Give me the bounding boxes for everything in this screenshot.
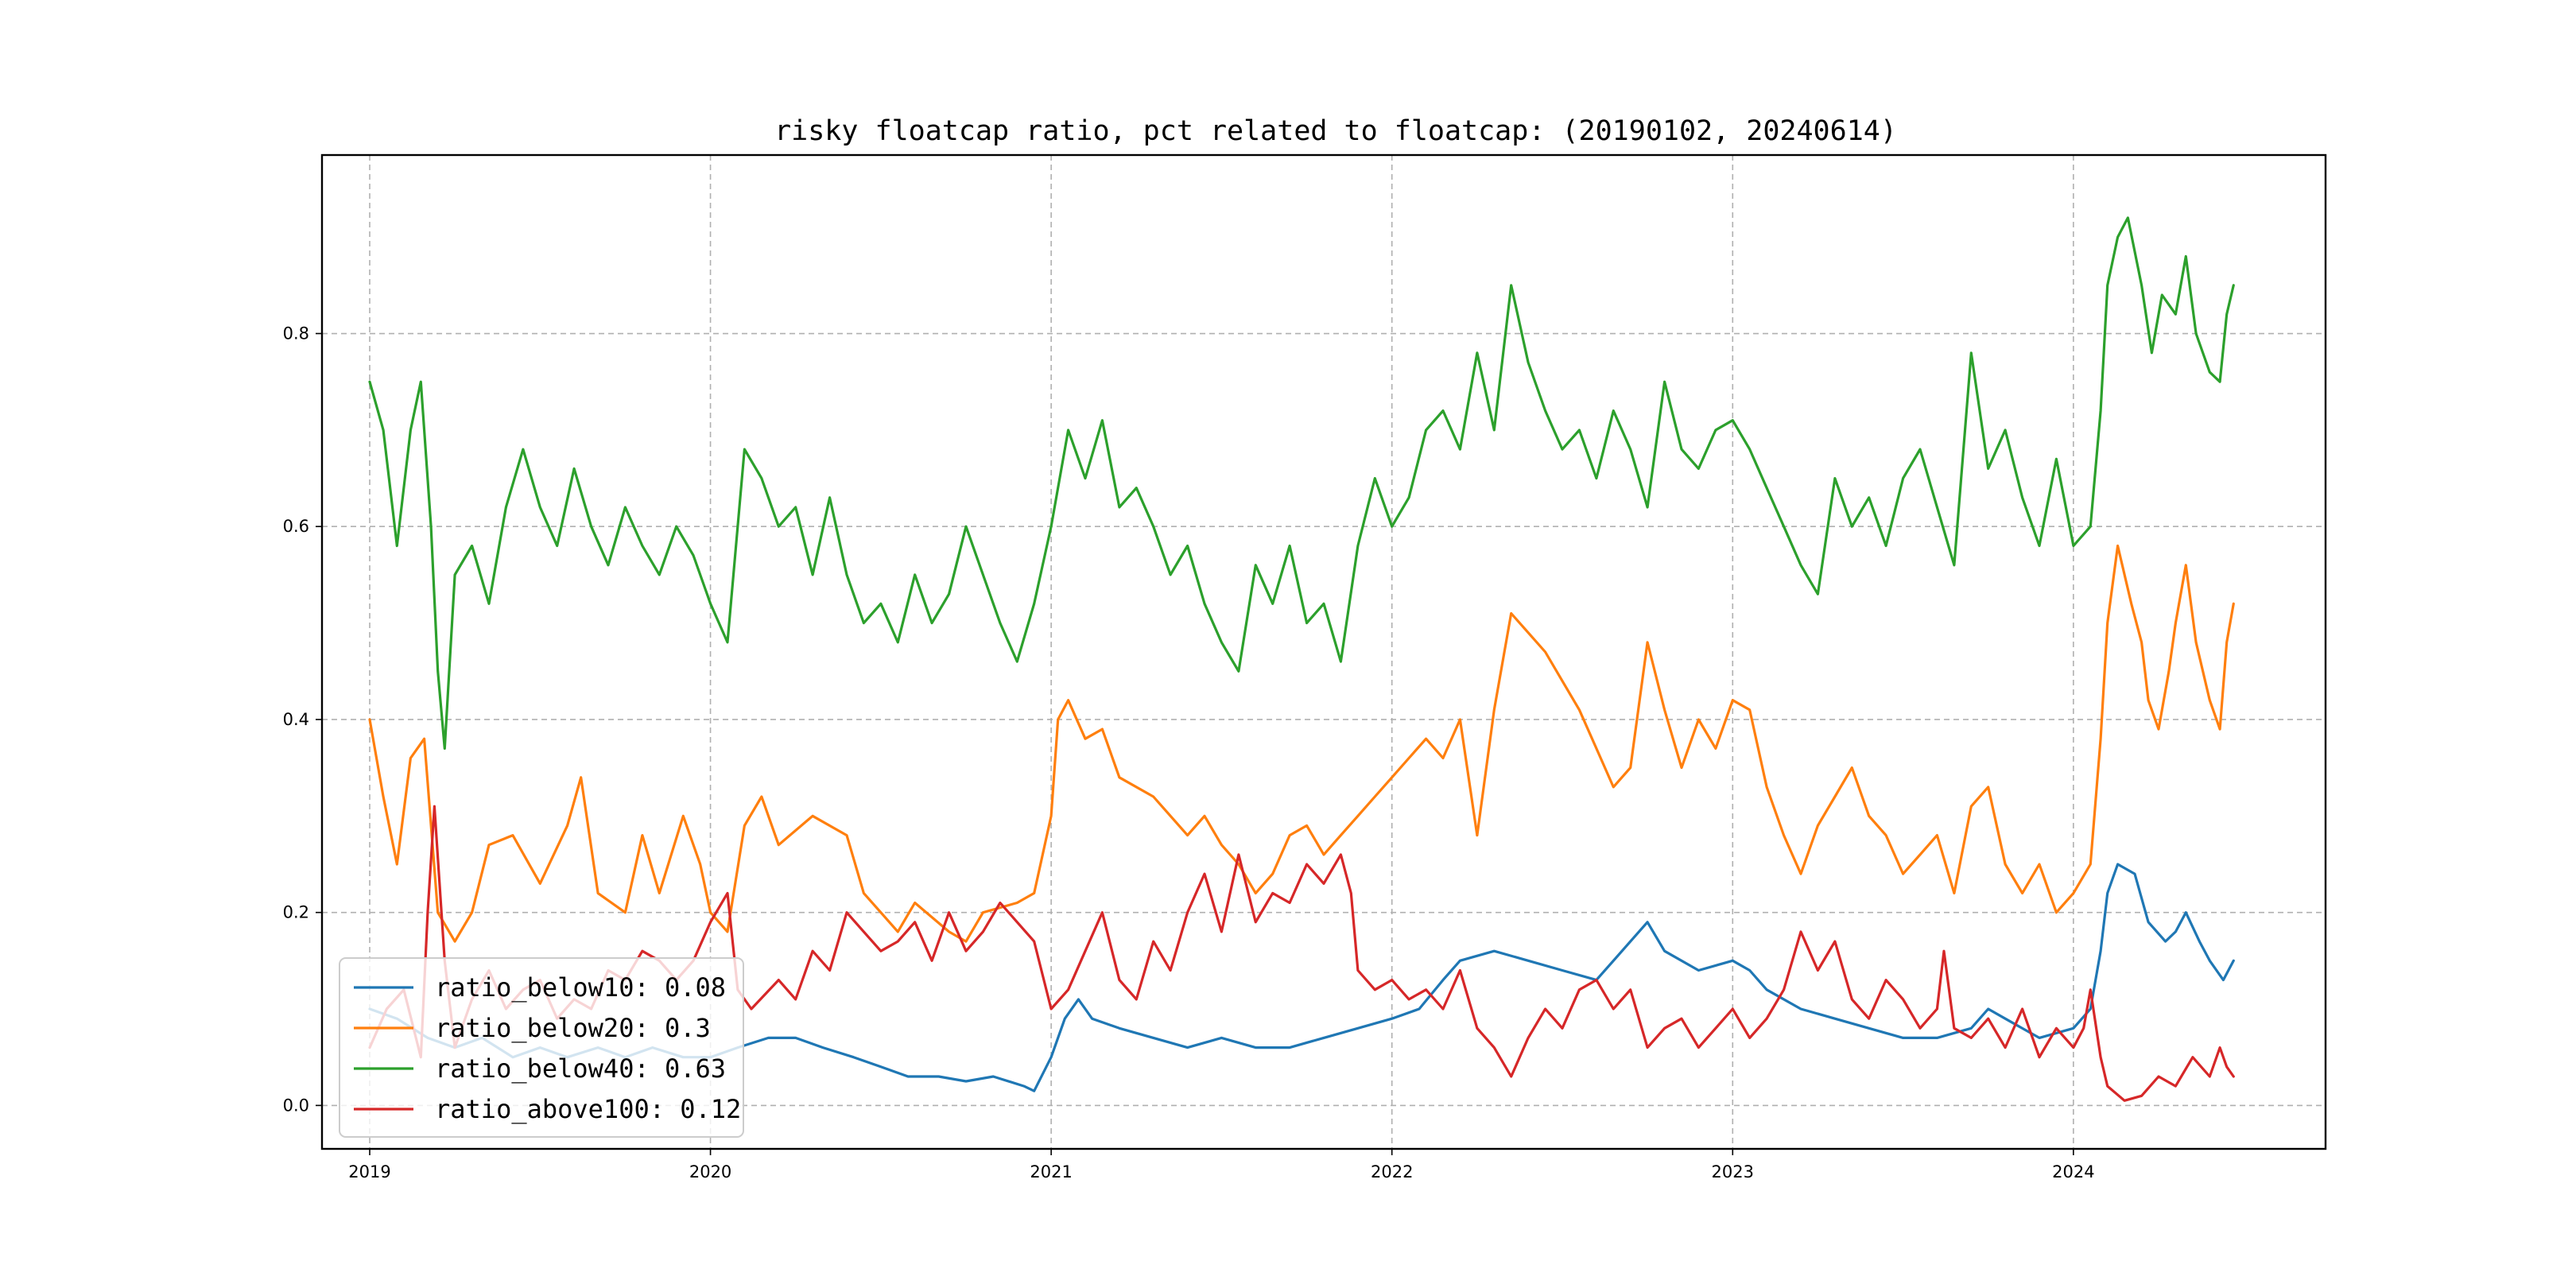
y-tick-label: 0.0 (283, 1096, 309, 1115)
y-tick-label: 0.4 (283, 710, 309, 729)
legend-label-ratio-above100: ratio_above100: 0.12 (435, 1094, 741, 1124)
legend-box (339, 957, 744, 1138)
series-line-ratio-below40 (368, 216, 2235, 750)
legend: ratio_below10: 0.08 ratio_below20: 0.3 rat… (339, 957, 744, 1138)
y-tick-label: 0.2 (283, 903, 309, 922)
series-line-ratio-below20 (368, 544, 2235, 943)
legend-label-ratio-below10: ratio_below10: 0.08 (435, 972, 726, 1003)
x-tick-label: 2021 (1030, 1162, 1072, 1181)
chart-title: risky floatcap ratio, pct related to flo… (774, 115, 1897, 147)
x-tick-label: 2023 (1712, 1162, 1754, 1181)
legend-label-ratio-below40: ratio_below40: 0.63 (435, 1053, 726, 1084)
x-tick-label: 2022 (1371, 1162, 1413, 1181)
plot-area-frame (320, 153, 2327, 1150)
legend-items: ratio_below10: 0.08 ratio_below20: 0.3 rat… (354, 972, 741, 1124)
x-tick-label: 2019 (348, 1162, 390, 1181)
y-tick-label: 0.8 (283, 324, 309, 343)
y-axis: 0.0 0.2 0.4 0.6 0.8 (283, 324, 322, 1115)
x-tick-label: 2020 (689, 1162, 731, 1181)
y-tick-label: 0.6 (283, 517, 309, 536)
legend-label-ratio-below20: ratio_below20: 0.3 (435, 1013, 711, 1043)
x-axis: 2019 2020 2021 2022 2023 2024 (348, 1149, 2095, 1181)
x-tick-label: 2024 (2052, 1162, 2094, 1181)
